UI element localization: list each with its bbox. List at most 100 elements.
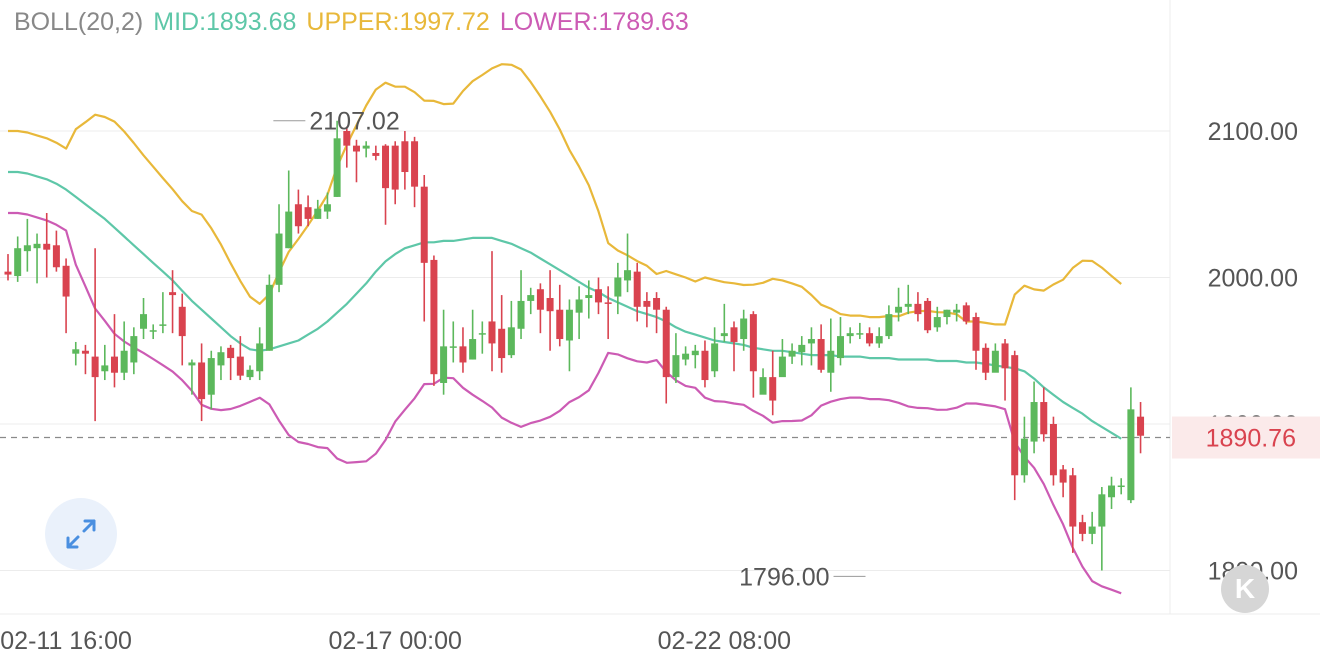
candle bbox=[91, 248, 99, 422]
candle-body bbox=[1001, 343, 1009, 369]
candle bbox=[227, 344, 235, 381]
candle-body bbox=[33, 243, 41, 249]
candle-body bbox=[498, 328, 506, 359]
candle bbox=[643, 292, 651, 328]
candle-body bbox=[372, 152, 380, 156]
candle bbox=[769, 350, 777, 416]
candle-body bbox=[682, 353, 690, 360]
candle bbox=[440, 309, 448, 395]
candle bbox=[1117, 478, 1125, 495]
candle-body bbox=[798, 344, 806, 353]
candle bbox=[459, 327, 467, 373]
candle bbox=[575, 286, 583, 340]
candle bbox=[120, 321, 128, 381]
legend-lower: LOWER:1789.63 bbox=[499, 8, 689, 36]
candle bbox=[23, 218, 31, 272]
candle-body bbox=[1078, 522, 1086, 534]
candle-body bbox=[362, 145, 370, 149]
current-price-tag bbox=[1172, 416, 1320, 459]
candle bbox=[391, 141, 399, 205]
candle-body bbox=[323, 204, 331, 212]
candle bbox=[1108, 476, 1116, 509]
candle bbox=[4, 254, 12, 281]
candle-body bbox=[343, 131, 351, 146]
candle-body bbox=[720, 333, 728, 337]
candle-body bbox=[624, 270, 632, 281]
low-label: 1796.00 bbox=[739, 563, 829, 591]
candle-body bbox=[72, 349, 80, 354]
candle bbox=[62, 258, 70, 334]
candle bbox=[924, 298, 932, 334]
candle-body bbox=[207, 358, 215, 395]
k-logo-icon: K bbox=[1221, 565, 1269, 613]
candle-body bbox=[817, 339, 825, 370]
candle-body bbox=[827, 350, 835, 373]
candle-body bbox=[391, 145, 399, 190]
candle-body bbox=[759, 377, 767, 395]
candle-body bbox=[730, 327, 738, 342]
candle-body bbox=[411, 141, 419, 187]
candle bbox=[140, 298, 148, 340]
candle bbox=[604, 286, 612, 340]
candle-body bbox=[565, 309, 573, 341]
candle-body bbox=[953, 309, 961, 313]
candle-body bbox=[227, 347, 235, 359]
candle-body bbox=[430, 259, 438, 375]
candle-body bbox=[140, 314, 148, 329]
candle bbox=[836, 317, 844, 366]
candle bbox=[517, 270, 525, 340]
candle-body bbox=[149, 330, 157, 332]
current-price-label: 1890.76 bbox=[1206, 425, 1296, 453]
candle bbox=[778, 339, 786, 378]
upper-band-line bbox=[8, 63, 1122, 326]
candle bbox=[904, 284, 912, 315]
candle-body bbox=[711, 343, 719, 372]
candle bbox=[759, 368, 767, 395]
candle bbox=[846, 327, 854, 344]
candle bbox=[1059, 465, 1067, 498]
candle bbox=[352, 139, 360, 183]
candle bbox=[246, 365, 254, 381]
high-label: 2107.02 bbox=[309, 108, 399, 136]
candle-body bbox=[1127, 409, 1135, 501]
candle-body bbox=[1030, 402, 1038, 442]
candle-body bbox=[788, 350, 796, 357]
candle-body bbox=[1020, 438, 1028, 476]
candle bbox=[169, 270, 177, 334]
candle-body bbox=[740, 318, 748, 340]
candle-body bbox=[962, 305, 970, 322]
expand-arrows-icon bbox=[66, 519, 96, 549]
candle-body bbox=[304, 207, 312, 219]
candle bbox=[788, 343, 796, 364]
candle-body bbox=[672, 355, 680, 378]
candle bbox=[1040, 387, 1048, 442]
candle-body bbox=[420, 186, 428, 263]
candle-body bbox=[333, 138, 341, 197]
candle bbox=[469, 309, 477, 360]
candle-body bbox=[527, 295, 535, 301]
candle-body bbox=[866, 333, 874, 344]
candle bbox=[256, 327, 264, 381]
candle-body bbox=[81, 350, 89, 354]
candle-body bbox=[1108, 485, 1116, 498]
candle-body bbox=[991, 350, 999, 373]
candle-body bbox=[401, 141, 409, 173]
expand-button[interactable] bbox=[45, 498, 117, 570]
candle-body bbox=[885, 314, 893, 337]
candle bbox=[672, 333, 680, 383]
candle-body bbox=[653, 298, 661, 310]
candle bbox=[565, 299, 573, 372]
candle-body bbox=[198, 362, 206, 400]
candle-body bbox=[933, 317, 941, 328]
candle-body bbox=[217, 352, 225, 366]
candle bbox=[991, 343, 999, 373]
candle-body bbox=[275, 233, 283, 285]
candle-body bbox=[604, 302, 612, 304]
candle-body bbox=[488, 321, 496, 344]
candle-body bbox=[478, 333, 486, 335]
candle-body bbox=[246, 369, 254, 378]
candle bbox=[382, 144, 390, 225]
candle bbox=[52, 230, 60, 272]
candle bbox=[536, 283, 544, 334]
